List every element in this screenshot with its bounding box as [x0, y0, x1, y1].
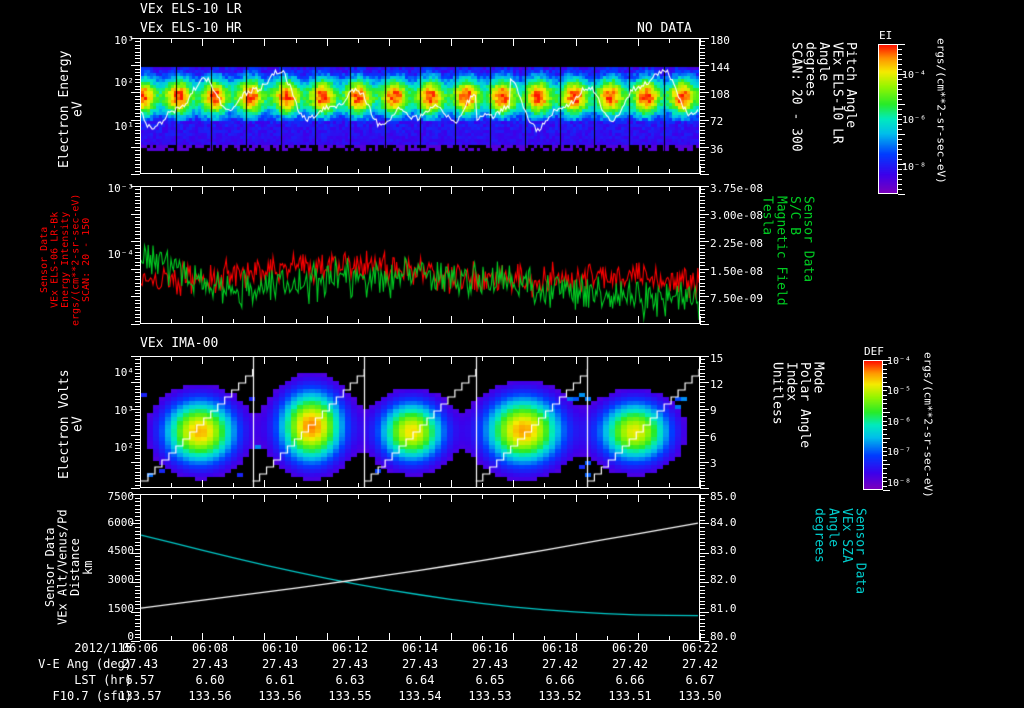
panel1-left-tick: 10³: [114, 33, 134, 47]
time-row-cell: 06:10: [261, 641, 299, 655]
panel2-plot-area: [140, 186, 700, 324]
f107-row-cell: 133.56: [258, 689, 302, 703]
panel3-colorbar: [863, 360, 883, 490]
time-row-cell: 06:18: [541, 641, 579, 655]
ve-ang-row-cell: 27.43: [471, 657, 509, 671]
f107-row-cell: 133.56: [188, 689, 232, 703]
panel3-colorbar-unit: ergs/(cm**2-sr-sec-eV): [921, 352, 935, 498]
panel3-colorbar-tick: 10⁻⁴: [887, 355, 912, 367]
panel3-colorbar-tick: 10⁻⁵: [887, 386, 912, 398]
panel3-plot-area: [140, 356, 700, 488]
lst-row-label: LST (hr): [74, 673, 132, 687]
f107-row-cell: 133.52: [538, 689, 582, 703]
panel1-right-tick: 36: [710, 142, 724, 156]
panel1-left-tick: 10²: [114, 75, 134, 89]
time-row-cell: 06:08: [191, 641, 229, 655]
f107-row-cell: 133.57: [118, 689, 162, 703]
panel4-left-axis-label: Sensor Data VEx Alt/Venus/Pd Distance km: [43, 509, 95, 626]
panel1-plot-area: [140, 38, 700, 174]
panel3-colorbar-title: DEF: [864, 345, 884, 358]
ve-ang-row-cell: 27.42: [611, 657, 649, 671]
panel4-right-tick: 80.0: [710, 630, 737, 644]
ve-ang-row-cell: 27.43: [401, 657, 439, 671]
panel4-right-axis-label: Sensor Data VEx SZA Angle degrees: [811, 508, 868, 595]
panel1-colorbar-tick: 10⁻⁶: [902, 115, 927, 126]
lst-row-cell: 6.67: [685, 673, 715, 687]
panel3-left-tick: 10⁴: [114, 366, 134, 380]
lst-row-cell: 6.63: [335, 673, 365, 687]
panel1-colorbar-tick: 10⁻⁸: [902, 161, 927, 173]
panel3-colorbar-tick: 10⁻⁶: [887, 416, 912, 428]
panel2-right-axis-label: Sensor Data S/C B Magnetic Field Tesla: [759, 196, 816, 306]
ve-ang-row-cell: 27.43: [331, 657, 369, 671]
lst-row-cell: 6.66: [545, 673, 575, 687]
panel3-left-tick: 10³: [114, 404, 134, 418]
time-row-cell: 06:12: [331, 641, 369, 655]
time-row-cell: 06:16: [471, 641, 509, 655]
panel2-left-axis-label: Sensor Data VEx ELS-06 LR-Bk Energy Inte…: [39, 193, 92, 327]
panel3-colorbar-tick: 10⁻⁷: [887, 447, 912, 459]
panel1-colorbar: [878, 44, 898, 194]
panel1-left-tick: 10¹: [114, 120, 134, 134]
lst-row-cell: 6.65: [475, 673, 505, 687]
f107-row-cell: 133.55: [328, 689, 372, 703]
ve-ang-row-label: V-E Ang (deg): [38, 657, 132, 671]
ve-ang-row-cell: 27.43: [121, 657, 159, 671]
panel1-colorbar-unit: ergs/(cm**2-sr-sec-eV): [934, 38, 948, 184]
panel1-right-axis-label: Pitch Angle VEx ELS-10 LR Angle degrees …: [788, 42, 859, 152]
panel1-right-tick: 72: [710, 115, 724, 129]
lst-row-cell: 6.57: [125, 673, 155, 687]
lst-row-cell: 6.66: [615, 673, 645, 687]
panel4-right-tick: 83.0: [710, 544, 737, 558]
bottom-data-table: 2012/115 06:06 06:08 06:10 06:12 06:14 06:16 06…: [0, 642, 1024, 708]
f107-row-cell: 133.50: [678, 689, 722, 703]
panel1-title-lr: VEx ELS-10 LR: [140, 2, 242, 17]
panel1-right-tick: 108: [710, 88, 730, 102]
panel1-colorbar-title: EI: [879, 29, 893, 42]
panel1-title-hr: VEx ELS-10 HR: [140, 21, 242, 36]
time-row-cell: 06:22: [681, 641, 719, 655]
panel1-colorbar-tick: 10⁻⁴: [902, 70, 927, 81]
panel1-left-axis-label: Electron Energy eV: [57, 50, 86, 168]
f107-row-cell: 133.54: [398, 689, 442, 703]
panel4-plot-area: [140, 494, 700, 641]
f107-row-cell: 133.51: [608, 689, 652, 703]
panel1-right-tick: 180: [710, 33, 730, 47]
panel4-right-tick: 81.0: [710, 601, 737, 615]
ve-ang-row-cell: 27.43: [191, 657, 229, 671]
panel3-left-tick: 10²: [114, 441, 134, 455]
f107-row-label: F10.7 (sfu): [52, 689, 132, 703]
lst-row-cell: 6.60: [195, 673, 225, 687]
panel2-right-tick: 3.75e-08: [710, 181, 763, 195]
panel4-right-tick: 82.0: [710, 572, 737, 586]
panel1-no-data: NO DATA: [637, 21, 692, 36]
ve-ang-row-cell: 27.42: [541, 657, 579, 671]
lst-row-cell: 6.64: [405, 673, 435, 687]
panel3-right-axis-label: Mode Polar Angle Index Unitless: [769, 362, 826, 449]
panel3-colorbar-tick: 10⁻⁸: [887, 477, 912, 489]
f107-row-cell: 133.53: [468, 689, 512, 703]
panel3-left-axis-label: Electron Volts eV: [57, 369, 86, 480]
panel4-right-tick: 85.0: [710, 489, 737, 503]
time-row-cell: 06:20: [611, 641, 649, 655]
time-row-label: 2012/115: [74, 641, 132, 655]
panel1-right-tick: 144: [710, 60, 730, 74]
ve-ang-row-cell: 27.42: [681, 657, 719, 671]
time-row-cell: 06:14: [401, 641, 439, 655]
time-row-cell: 06:06: [121, 641, 159, 655]
lst-row-cell: 6.61: [265, 673, 295, 687]
panel4-right-tick: 84.0: [710, 516, 737, 530]
panel3-title: VEx IMA-00: [140, 336, 219, 351]
ve-ang-row-cell: 27.43: [261, 657, 299, 671]
